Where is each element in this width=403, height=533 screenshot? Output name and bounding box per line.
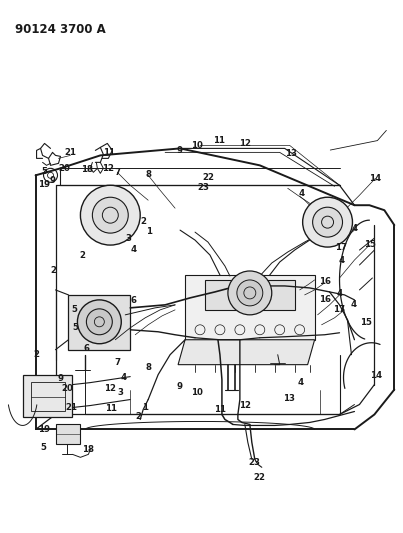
Text: 1: 1 xyxy=(146,228,152,237)
Text: 11: 11 xyxy=(213,136,225,145)
Text: 22: 22 xyxy=(254,473,266,482)
Circle shape xyxy=(92,197,128,233)
Text: 11: 11 xyxy=(214,406,226,415)
Text: 14: 14 xyxy=(369,174,382,183)
Text: 18: 18 xyxy=(82,445,94,454)
Text: 11: 11 xyxy=(103,148,115,157)
Text: 4: 4 xyxy=(130,245,136,254)
Text: 7: 7 xyxy=(114,358,120,367)
Text: 5: 5 xyxy=(41,167,47,176)
Text: 16: 16 xyxy=(319,278,330,286)
Text: 17: 17 xyxy=(335,244,347,253)
Polygon shape xyxy=(69,295,130,350)
Text: 16: 16 xyxy=(319,295,331,304)
Text: 8: 8 xyxy=(145,363,152,372)
Text: 6: 6 xyxy=(130,296,136,305)
Text: 5: 5 xyxy=(72,323,78,332)
Text: 2: 2 xyxy=(33,350,39,359)
Text: 1: 1 xyxy=(142,403,148,412)
Text: 12: 12 xyxy=(102,164,114,173)
Circle shape xyxy=(228,271,272,315)
Text: 2: 2 xyxy=(50,266,56,275)
Text: 4: 4 xyxy=(338,256,344,264)
Text: 18: 18 xyxy=(81,165,93,174)
Circle shape xyxy=(77,300,121,344)
Text: 4: 4 xyxy=(351,300,357,309)
Text: 20: 20 xyxy=(58,164,71,173)
Text: 4: 4 xyxy=(299,189,305,198)
Text: 15: 15 xyxy=(364,239,376,248)
Text: 17: 17 xyxy=(333,305,346,314)
Text: 23: 23 xyxy=(249,458,261,467)
Text: 5: 5 xyxy=(71,305,77,314)
Circle shape xyxy=(237,280,263,306)
Text: 13: 13 xyxy=(285,149,297,158)
Text: 90124 3700 A: 90124 3700 A xyxy=(15,23,106,36)
Text: 9: 9 xyxy=(176,146,182,155)
Text: 2: 2 xyxy=(135,412,141,421)
Text: 19: 19 xyxy=(37,425,50,434)
Text: 9: 9 xyxy=(57,374,63,383)
Circle shape xyxy=(81,185,140,245)
Text: 2: 2 xyxy=(140,217,146,226)
Text: 14: 14 xyxy=(370,371,382,380)
Text: 19: 19 xyxy=(38,180,50,189)
Text: 9: 9 xyxy=(50,176,56,185)
Text: 4: 4 xyxy=(351,224,357,232)
Text: 5: 5 xyxy=(41,443,46,452)
Text: 4: 4 xyxy=(298,378,304,387)
Text: 4: 4 xyxy=(337,289,343,298)
Text: 21: 21 xyxy=(64,148,77,157)
Text: 12: 12 xyxy=(239,401,251,410)
Text: 12: 12 xyxy=(239,139,251,148)
Text: 22: 22 xyxy=(203,173,215,182)
Text: 12: 12 xyxy=(104,384,116,393)
Polygon shape xyxy=(178,340,315,365)
Text: 13: 13 xyxy=(283,394,295,403)
Text: 10: 10 xyxy=(191,389,203,398)
Circle shape xyxy=(86,309,112,335)
Text: 3: 3 xyxy=(125,235,131,244)
Text: 10: 10 xyxy=(191,141,203,150)
Text: 20: 20 xyxy=(61,384,73,393)
Text: 6: 6 xyxy=(83,344,89,353)
Text: 11: 11 xyxy=(105,405,117,414)
Text: 7: 7 xyxy=(114,168,120,177)
Text: 8: 8 xyxy=(145,170,151,179)
Circle shape xyxy=(303,197,353,247)
Text: 3: 3 xyxy=(117,388,123,397)
Polygon shape xyxy=(23,375,73,417)
Circle shape xyxy=(313,207,343,237)
Text: 21: 21 xyxy=(65,403,77,412)
Text: 4: 4 xyxy=(120,373,126,382)
Polygon shape xyxy=(205,280,295,310)
Text: 15: 15 xyxy=(360,318,372,327)
Polygon shape xyxy=(56,424,81,445)
Text: 9: 9 xyxy=(177,382,183,391)
Text: 2: 2 xyxy=(79,251,85,260)
Text: 23: 23 xyxy=(197,183,210,192)
Polygon shape xyxy=(185,275,315,340)
